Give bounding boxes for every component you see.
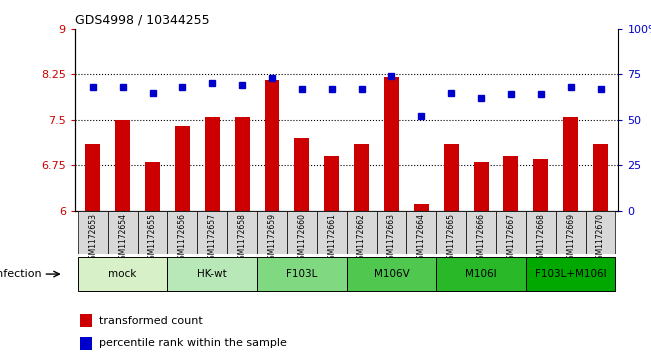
Text: GSM1172658: GSM1172658 xyxy=(238,213,247,264)
Text: GSM1172662: GSM1172662 xyxy=(357,213,366,264)
Bar xyxy=(496,211,526,254)
Text: GSM1172654: GSM1172654 xyxy=(118,213,127,264)
Text: GSM1172666: GSM1172666 xyxy=(477,213,486,264)
Bar xyxy=(556,211,586,254)
Bar xyxy=(444,144,459,211)
Bar xyxy=(586,211,615,254)
Bar xyxy=(78,257,167,291)
Text: GSM1172653: GSM1172653 xyxy=(89,213,97,264)
Bar xyxy=(234,117,249,211)
Bar xyxy=(287,211,317,254)
Text: transformed count: transformed count xyxy=(100,315,203,326)
Bar xyxy=(466,211,496,254)
Bar xyxy=(526,211,556,254)
Bar xyxy=(526,257,615,291)
Bar xyxy=(533,159,548,211)
Text: GSM1172670: GSM1172670 xyxy=(596,213,605,264)
Bar xyxy=(107,211,137,254)
Bar xyxy=(354,144,369,211)
Bar xyxy=(376,211,406,254)
Bar xyxy=(197,211,227,254)
Text: GSM1172667: GSM1172667 xyxy=(506,213,516,264)
Text: GSM1172659: GSM1172659 xyxy=(268,213,277,264)
Bar xyxy=(436,211,466,254)
Text: GSM1172655: GSM1172655 xyxy=(148,213,157,264)
Bar xyxy=(145,162,160,211)
Bar xyxy=(227,211,257,254)
Bar xyxy=(85,144,100,211)
Text: F103L: F103L xyxy=(286,269,318,279)
Bar xyxy=(78,211,107,254)
Bar xyxy=(167,257,257,291)
Bar xyxy=(317,211,346,254)
Text: mock: mock xyxy=(109,269,137,279)
Text: GSM1172656: GSM1172656 xyxy=(178,213,187,264)
Text: GSM1172660: GSM1172660 xyxy=(298,213,307,264)
Bar xyxy=(257,257,346,291)
Text: GDS4998 / 10344255: GDS4998 / 10344255 xyxy=(75,13,210,26)
Text: infection: infection xyxy=(0,269,41,279)
Text: GSM1172669: GSM1172669 xyxy=(566,213,575,264)
Bar xyxy=(257,211,287,254)
Text: GSM1172663: GSM1172663 xyxy=(387,213,396,264)
Text: GSM1172664: GSM1172664 xyxy=(417,213,426,264)
Bar xyxy=(346,257,436,291)
Text: GSM1172661: GSM1172661 xyxy=(327,213,336,264)
Text: GSM1172668: GSM1172668 xyxy=(536,213,546,264)
Text: M106I: M106I xyxy=(465,269,497,279)
Bar xyxy=(175,126,190,211)
Bar xyxy=(205,117,220,211)
Bar xyxy=(137,211,167,254)
Bar xyxy=(167,211,197,254)
Bar xyxy=(80,314,92,327)
Bar xyxy=(384,77,399,211)
Text: GSM1172657: GSM1172657 xyxy=(208,213,217,264)
Text: F103L+M106I: F103L+M106I xyxy=(535,269,607,279)
Bar xyxy=(593,144,608,211)
Bar xyxy=(294,138,309,211)
Text: M106V: M106V xyxy=(374,269,409,279)
Bar xyxy=(503,156,518,211)
Bar xyxy=(80,337,92,350)
Bar xyxy=(346,211,376,254)
Bar xyxy=(436,257,526,291)
Text: percentile rank within the sample: percentile rank within the sample xyxy=(100,338,287,348)
Bar xyxy=(406,211,436,254)
Bar xyxy=(414,204,429,211)
Text: HK-wt: HK-wt xyxy=(197,269,227,279)
Bar xyxy=(473,162,488,211)
Bar xyxy=(264,81,279,211)
Bar xyxy=(563,117,578,211)
Bar xyxy=(324,156,339,211)
Text: GSM1172665: GSM1172665 xyxy=(447,213,456,264)
Bar xyxy=(115,120,130,211)
